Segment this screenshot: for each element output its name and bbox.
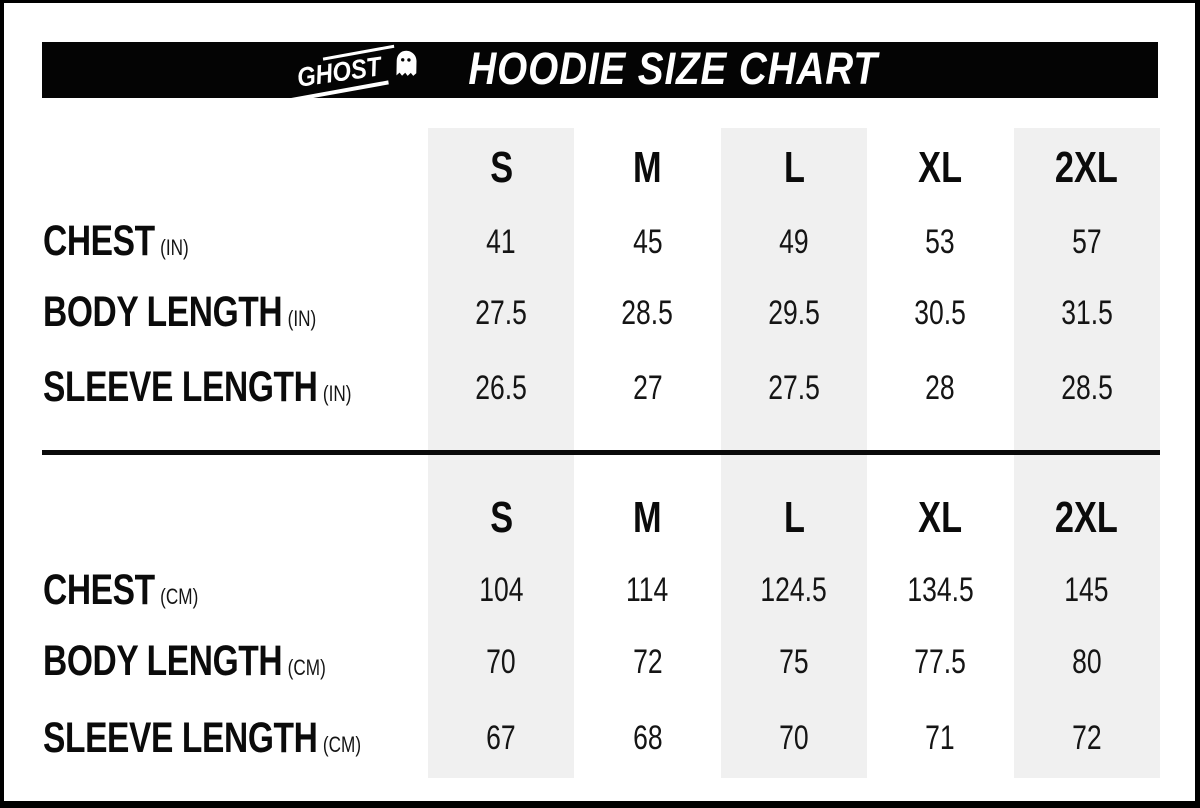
value-cell: 28.5	[621, 293, 674, 332]
table-row-chest-in: CHEST (IN) 41 45 49 53 57	[42, 208, 1160, 275]
size-col-header-s: S	[428, 128, 575, 208]
header-spacer	[42, 480, 428, 555]
size-col-header-m: M	[633, 492, 662, 542]
size-col-header-l: L	[720, 480, 868, 555]
value-cell: 72	[632, 642, 663, 681]
value-cell: 41	[428, 208, 575, 275]
size-header-row-cm: S M L XL 2XL	[42, 480, 1160, 555]
table-row-chest-cm: CHEST (CM) 104 114 124.5 134.5 145	[42, 555, 1160, 625]
value-cell: 49	[720, 208, 868, 275]
size-table: S M L XL 2XL CHEST (IN) 41 45 49 53 57 BO…	[42, 128, 1160, 778]
value-cell: 53	[925, 222, 956, 261]
size-col-header-l: L	[720, 128, 868, 208]
value-cell: 124.5	[720, 555, 868, 625]
value-cell: 27.5	[720, 350, 868, 425]
table-row-sleeve-length-cm: SLEEVE LENGTH (CM) 67 68 70 71 72	[42, 698, 1160, 778]
value-cell: 104	[428, 555, 575, 625]
size-header-row-in: S M L XL 2XL	[42, 128, 1160, 208]
brand-logo: GHOST	[287, 46, 420, 95]
unit-label: (CM)	[287, 655, 326, 680]
table-row-body-length-cm: BODY LENGTH (CM) 70 72 75 77.5 80	[42, 625, 1160, 698]
row-label-body-length-cm: BODY LENGTH (CM)	[43, 637, 326, 685]
value-cell: 29.5	[720, 275, 868, 350]
ghost-icon	[396, 49, 417, 75]
size-col-header-2xl: 2XL	[1013, 128, 1160, 208]
value-cell: 77.5	[914, 642, 967, 681]
value-cell: 68	[632, 719, 663, 757]
table-row-body-length-in: BODY LENGTH (IN) 27.5 28.5 29.5 30.5 31.5	[42, 275, 1160, 350]
value-cell: 27	[632, 368, 663, 407]
unit-label: (IN)	[160, 235, 189, 260]
value-cell: 57	[1013, 208, 1160, 275]
page-title: HOODIE SIZE CHART	[468, 42, 878, 94]
unit-label: (IN)	[322, 381, 352, 406]
value-cell: 75	[720, 625, 868, 698]
value-cell: 70	[428, 625, 575, 698]
value-cell: 27.5	[428, 275, 575, 350]
row-label-chest-in: CHEST (IN)	[43, 217, 189, 265]
size-col-header-s: S	[428, 480, 575, 555]
value-cell: 70	[720, 698, 868, 778]
value-cell: 71	[925, 719, 956, 757]
value-cell: 31.5	[1013, 275, 1160, 350]
header-spacer	[42, 128, 428, 208]
unit-label: (IN)	[287, 306, 317, 331]
value-cell: 145	[1013, 555, 1160, 625]
unit-label: (CM)	[322, 731, 362, 757]
value-cell: 114	[626, 571, 669, 609]
value-cell: 30.5	[914, 293, 967, 332]
value-cell: 26.5	[428, 350, 575, 425]
value-cell: 72	[1013, 698, 1160, 778]
row-label-body-length-in: BODY LENGTH (IN)	[43, 288, 317, 336]
value-cell: 28.5	[1013, 350, 1160, 425]
unit-label: (CM)	[160, 583, 199, 609]
row-label-sleeve-length-cm: SLEEVE LENGTH (CM)	[43, 713, 362, 762]
row-label-sleeve-length-in: SLEEVE LENGTH (IN)	[43, 363, 352, 411]
size-col-header-xl: XL	[918, 492, 963, 542]
title-bar: GHOST HOODIE SIZE CHART	[42, 42, 1158, 98]
row-label-chest-cm: CHEST (CM)	[43, 565, 199, 614]
table-divider-row	[42, 425, 1160, 480]
divider-line	[42, 450, 1160, 455]
size-col-header-2xl: 2XL	[1013, 480, 1160, 555]
value-cell: 134.5	[907, 571, 974, 609]
value-cell: 28	[925, 368, 956, 407]
size-col-header-m: M	[633, 143, 662, 192]
brand-name: GHOST	[295, 50, 383, 93]
value-cell: 45	[632, 222, 663, 261]
table-row-sleeve-length-in: SLEEVE LENGTH (IN) 26.5 27 27.5 28 28.5	[42, 350, 1160, 425]
size-col-header-xl: XL	[918, 143, 963, 192]
value-cell: 67	[428, 698, 575, 778]
value-cell: 80	[1013, 625, 1160, 698]
